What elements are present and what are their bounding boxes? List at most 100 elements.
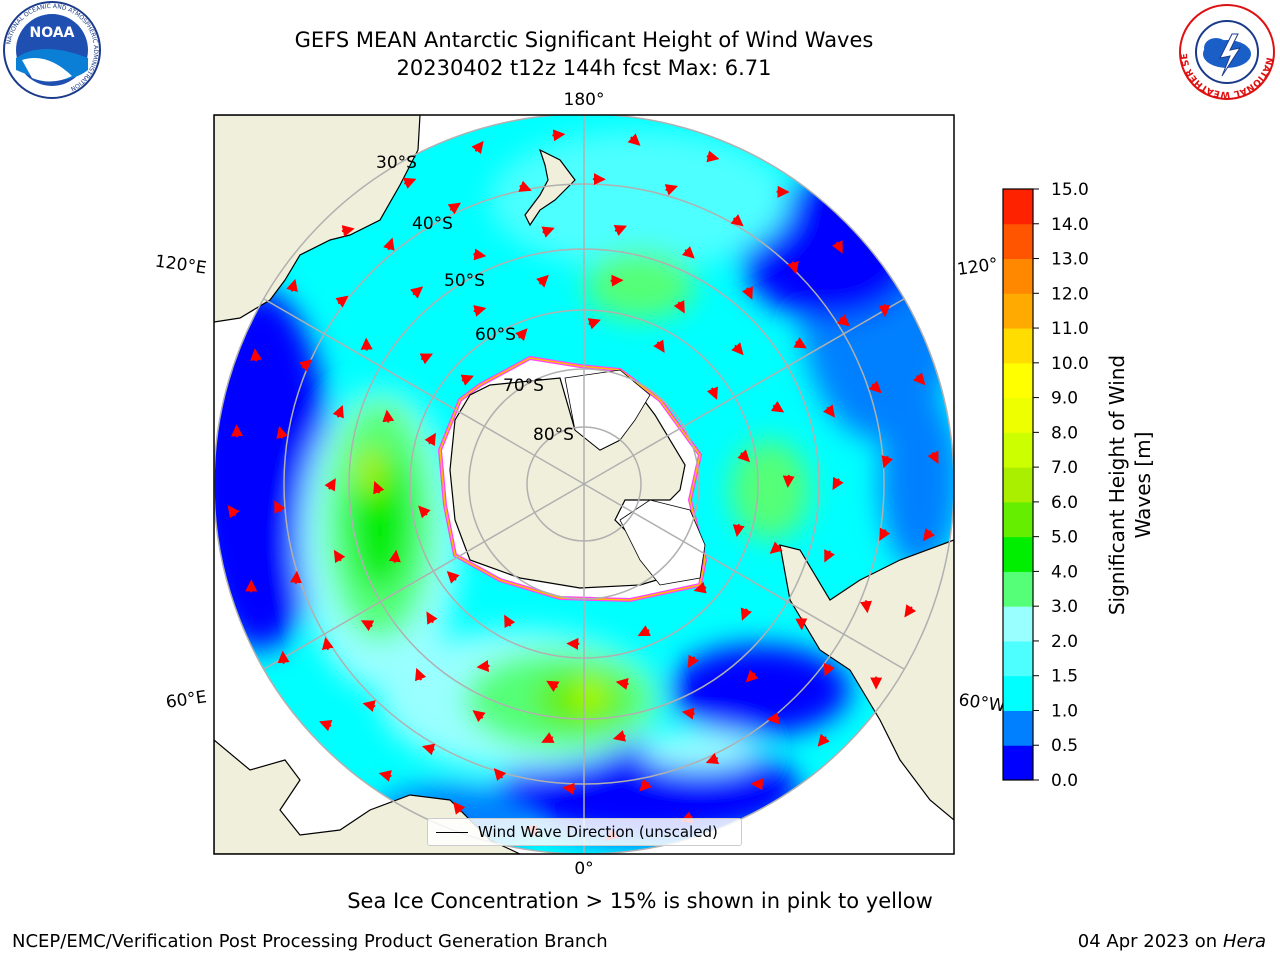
footer-machine: Hera xyxy=(1222,931,1266,952)
wave-direction-arrow xyxy=(705,752,720,765)
wave-direction-arrow xyxy=(289,570,302,584)
colorbar-segment xyxy=(1003,467,1033,503)
wave-direction-arrow xyxy=(612,730,627,742)
lat-label-80s: 80°S xyxy=(533,425,574,445)
wind-wave-arrows xyxy=(227,129,939,841)
wave-direction-arrow xyxy=(388,549,401,563)
wave-direction-arrow xyxy=(274,500,286,514)
wave-direction-arrow xyxy=(504,614,516,629)
colorbar-tick-label: 14.0 xyxy=(1051,215,1089,235)
wave-direction-arrow xyxy=(360,620,375,632)
colorbar-tick-label: 7.0 xyxy=(1051,458,1078,478)
wave-direction-arrow xyxy=(912,372,926,386)
lat-label-70s: 70°S xyxy=(503,376,544,396)
colorbar-tick-label: 9.0 xyxy=(1051,389,1078,409)
noaa-logo-text: NOAA xyxy=(30,25,75,41)
wave-direction-arrow xyxy=(231,424,244,438)
wave-direction-arrow xyxy=(927,450,939,464)
legend-label: Wind Wave Direction (unscaled) xyxy=(478,823,718,841)
wave-direction-arrow xyxy=(610,274,624,287)
wave-direction-arrow xyxy=(341,225,355,237)
colorbar-segment xyxy=(1003,501,1033,538)
colorbar: 0.0 0.5 1.0 1.5 2.0 3.0 4.0 5.0 6.0 7.0 8.0 9.0 10.0… xyxy=(1003,180,1089,791)
wave-direction-arrow xyxy=(822,404,835,418)
colorbar-segment xyxy=(1003,710,1033,746)
colorbar-label-line2: Waves [m] xyxy=(1131,432,1155,539)
wave-direction-arrow xyxy=(922,528,936,542)
wave-direction-arrow xyxy=(817,733,830,747)
wave-direction-arrow xyxy=(373,481,385,495)
wave-direction-arrow xyxy=(421,743,436,756)
wave-direction-arrow xyxy=(860,600,872,614)
wave-direction-arrow xyxy=(324,478,336,492)
wave-direction-arrow xyxy=(541,226,555,238)
wave-direction-arrow xyxy=(250,348,263,362)
wave-direction-arrow xyxy=(881,455,894,469)
wave-direction-arrow xyxy=(332,405,344,419)
weddell-ice xyxy=(619,499,706,586)
colorbar-segment xyxy=(1003,606,1033,642)
wave-direction-arrow xyxy=(750,778,764,791)
wave-direction-arrow xyxy=(415,667,427,682)
plot-title: GEFS MEAN Antarctic Significant Height o… xyxy=(294,28,874,52)
wave-direction-arrow xyxy=(402,177,417,189)
sea-ice-note: Sea Ice Concentration > 15% is shown in … xyxy=(347,889,933,913)
wave-direction-arrow xyxy=(731,342,744,356)
lon-label-120e: 120°E xyxy=(154,252,208,279)
colorbar-segment xyxy=(1003,189,1033,225)
wave-direction-arrow xyxy=(471,140,484,155)
wave-direction-arrow xyxy=(476,660,490,672)
legend-line-swatch xyxy=(436,832,468,833)
wave-direction-arrow xyxy=(360,337,373,351)
wave-direction-arrow xyxy=(693,581,707,594)
colorbar-segment xyxy=(1003,640,1033,677)
lat-label-30s: 30°S xyxy=(376,153,417,173)
wave-direction-arrow xyxy=(681,246,695,259)
wave-direction-arrow xyxy=(904,604,917,618)
colorbar-segment xyxy=(1003,258,1033,294)
wave-direction-arrow xyxy=(335,295,349,308)
wave-direction-arrow xyxy=(493,768,507,782)
wave-direction-arrow xyxy=(546,680,560,693)
footer-date-text: 04 Apr 2023 on xyxy=(1077,931,1218,952)
wave-direction-arrow xyxy=(473,305,487,317)
colorbar-segment xyxy=(1003,223,1033,260)
colorbar-frame xyxy=(1002,188,1034,781)
colorbar-tick-label: 6.0 xyxy=(1051,493,1078,513)
colorbar-tick-label: 11.0 xyxy=(1051,319,1089,339)
lon-label-60e: 60°E xyxy=(165,687,208,712)
wave-direction-arrow xyxy=(383,237,395,251)
wave-direction-arrow xyxy=(653,339,665,353)
lon-label-60w: 60°W xyxy=(957,690,1006,716)
wave-direction-arrow xyxy=(627,133,641,146)
colorbar-segment xyxy=(1003,362,1033,399)
wave-direction-arrow xyxy=(552,129,566,142)
wave-direction-arrow xyxy=(706,150,720,163)
wave-direction-arrow xyxy=(536,274,549,288)
colorbar-tick-label: 1.5 xyxy=(1051,667,1078,687)
wave-direction-arrow xyxy=(515,328,528,342)
plot-subtitle: 20230402 t12z 144h fcst Max: 6.71 xyxy=(396,56,772,80)
wave-direction-arrow xyxy=(673,300,685,314)
lon-label-180: 180° xyxy=(564,90,605,110)
wave-direction-arrow xyxy=(832,476,844,491)
wave-direction-arrow xyxy=(741,286,753,300)
wave-direction-arrow xyxy=(732,523,745,537)
wave-direction-arrow xyxy=(299,359,313,372)
wave-direction-arrow xyxy=(446,570,460,584)
wave-direction-arrow xyxy=(737,449,750,463)
wave-direction-arrow xyxy=(615,678,629,690)
wave-direction-arrow xyxy=(613,224,628,236)
wave-direction-arrow xyxy=(378,770,392,782)
wave-direction-arrow xyxy=(745,669,759,683)
wave-direction-arrow xyxy=(687,654,700,669)
wave-direction-arrow xyxy=(782,474,795,488)
lon-label-0: 0° xyxy=(574,859,593,879)
wave-direction-arrow xyxy=(664,184,678,196)
nws-logo: NATIONAL WEATHER SERVICE xyxy=(1176,0,1275,100)
colorbar-tick-label: 8.0 xyxy=(1051,423,1078,443)
lon-label-120w: 120° xyxy=(956,254,999,280)
wave-direction-arrow xyxy=(766,712,780,725)
colorbar-tick-label: 5.0 xyxy=(1051,528,1078,548)
